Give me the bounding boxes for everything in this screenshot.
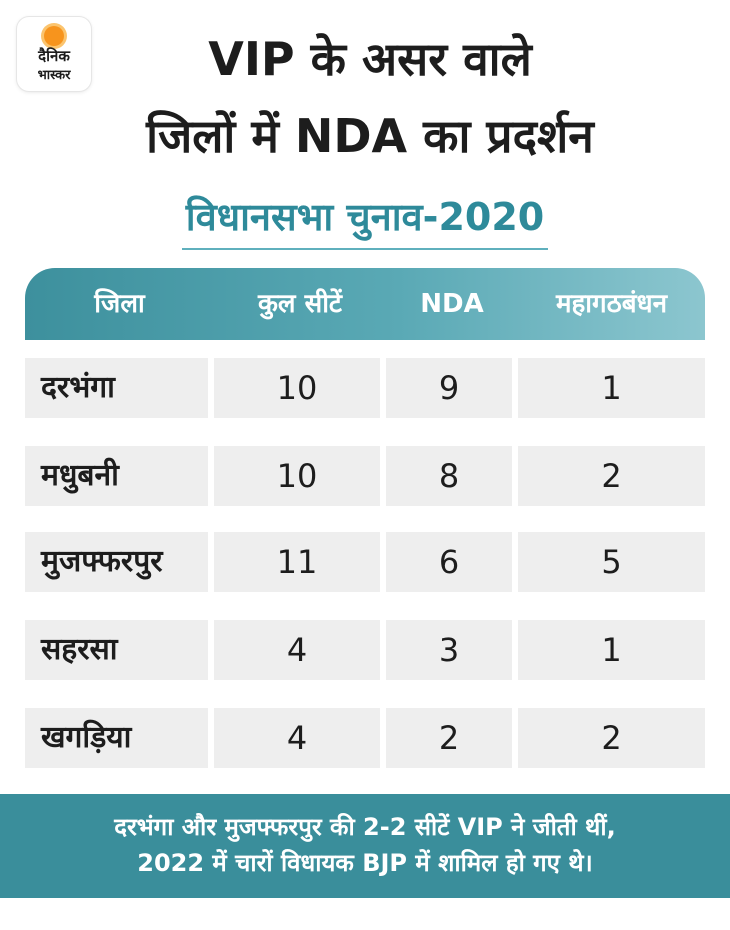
header-district: जिला xyxy=(94,289,145,319)
table-row: सहरसा 4 3 1 xyxy=(25,620,705,680)
total-seats-cell: 10 xyxy=(214,446,380,506)
sun-logo-icon xyxy=(44,26,64,46)
table-row: मुजफ्फरपुर 11 6 5 xyxy=(25,532,705,592)
footer-line2: 2022 में चारों विधायक BJP में शामिल हो ग… xyxy=(137,849,593,877)
district-cell: सहरसा xyxy=(25,620,208,680)
nda-cell: 6 xyxy=(386,532,512,592)
mahagathbandhan-cell: 1 xyxy=(518,620,705,680)
total-seats-cell: 10 xyxy=(214,358,380,418)
district-cell: खगड़िया xyxy=(25,708,208,768)
nda-cell: 3 xyxy=(386,620,512,680)
mahagathbandhan-cell: 1 xyxy=(518,358,705,418)
table-row: दरभंगा 10 9 1 xyxy=(25,358,705,418)
district-cell: मुजफ्फरपुर xyxy=(25,532,208,592)
subtitle: विधानसभा चुनाव-2020 xyxy=(0,190,730,250)
logo-text-line2: भास्कर xyxy=(37,68,71,83)
header-nda: NDA xyxy=(420,289,484,319)
table-header: जिला कुल सीटें NDA महागठबंधन xyxy=(25,268,705,340)
logo-text-line1: दैनिक xyxy=(38,47,70,65)
page-title-line2: जिलों में NDA का प्रदर्शन xyxy=(146,109,594,163)
table-row: खगड़िया 4 2 2 xyxy=(25,708,705,768)
footer-note: दरभंगा और मुजफ्फरपुर की 2-2 सीटें VIP ने… xyxy=(0,794,730,898)
table-row: मधुबनी 10 8 2 xyxy=(25,446,705,506)
subtitle-text: विधानसभा चुनाव-2020 xyxy=(181,190,549,250)
nda-cell: 9 xyxy=(386,358,512,418)
district-cell: दरभंगा xyxy=(25,358,208,418)
mahagathbandhan-cell: 2 xyxy=(518,708,705,768)
total-seats-cell: 4 xyxy=(214,620,380,680)
page-title-line1: VIP के असर वाले xyxy=(208,32,532,86)
header-mahagathbandhan: महागठबंधन xyxy=(555,289,668,319)
total-seats-cell: 4 xyxy=(214,708,380,768)
dainik-bhaskar-logo: दैनिक भास्कर xyxy=(17,17,91,91)
footer-line1: दरभंगा और मुजफ्फरपुर की 2-2 सीटें VIP ने… xyxy=(114,813,616,841)
mahagathbandhan-cell: 5 xyxy=(518,532,705,592)
mahagathbandhan-cell: 2 xyxy=(518,446,705,506)
district-cell: मधुबनी xyxy=(25,446,208,506)
header-total-seats: कुल सीटें xyxy=(257,289,343,319)
nda-cell: 8 xyxy=(386,446,512,506)
nda-cell: 2 xyxy=(386,708,512,768)
total-seats-cell: 11 xyxy=(214,532,380,592)
